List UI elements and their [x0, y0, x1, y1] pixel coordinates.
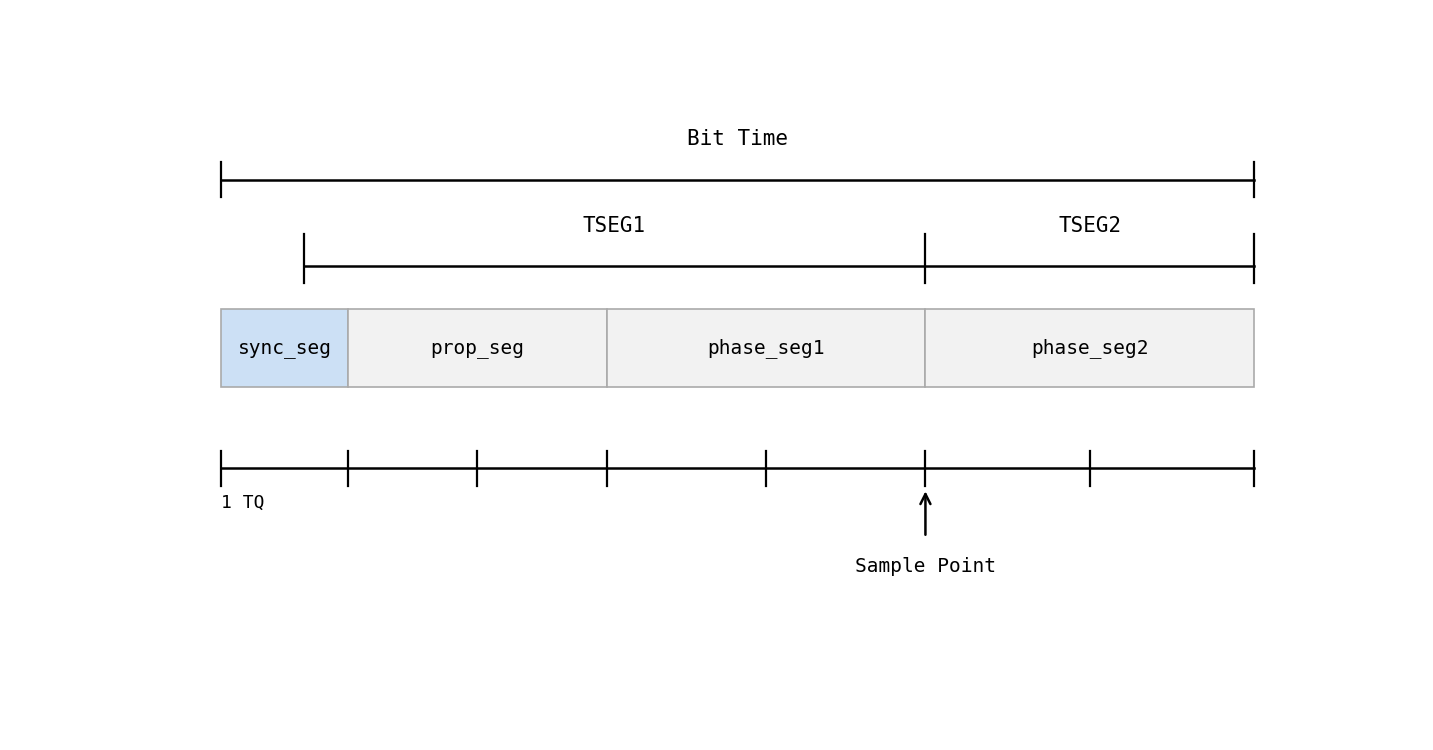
Text: prop_seg: prop_seg: [430, 339, 524, 358]
Bar: [348, 310, 606, 388]
Bar: [926, 310, 1254, 388]
Text: Sample Point: Sample Point: [856, 557, 996, 576]
Text: phase_seg1: phase_seg1: [708, 338, 825, 358]
Text: phase_seg2: phase_seg2: [1032, 338, 1148, 358]
Text: TSEG1: TSEG1: [583, 216, 646, 236]
Bar: [221, 310, 348, 388]
Text: TSEG2: TSEG2: [1058, 216, 1122, 236]
Text: 1 TQ: 1 TQ: [221, 494, 265, 512]
Text: Bit Time: Bit Time: [688, 129, 788, 149]
Text: sync_seg: sync_seg: [238, 339, 331, 358]
Bar: [606, 310, 926, 388]
